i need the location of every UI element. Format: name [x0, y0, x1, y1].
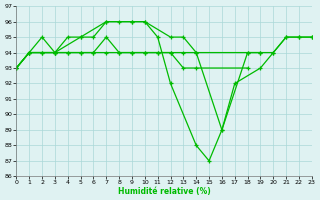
X-axis label: Humidité relative (%): Humidité relative (%)	[118, 187, 211, 196]
